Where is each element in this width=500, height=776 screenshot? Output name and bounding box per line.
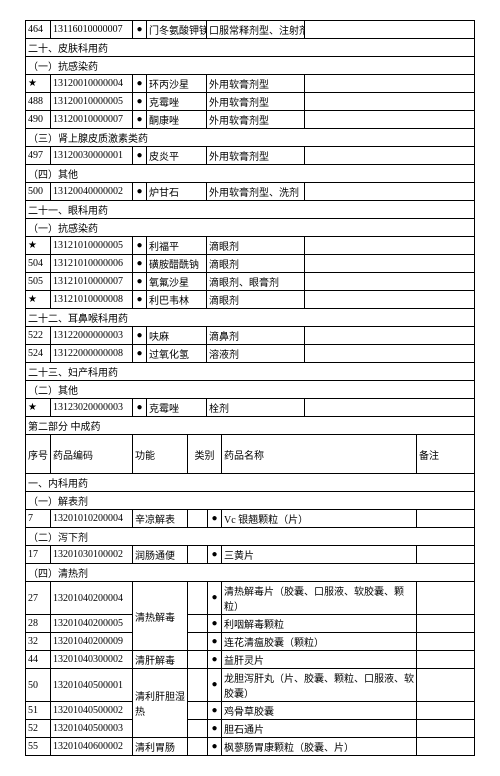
table-row: 第二部分 中成药 <box>26 417 475 435</box>
table-row: 1713201030100002润肠通便●三黄片 <box>26 546 475 564</box>
table-row: 二十一、眼科用药 <box>26 201 475 219</box>
table-row: 二十、皮肤科用药 <box>26 39 475 57</box>
table-row: （一）抗感染药 <box>26 57 475 75</box>
table-row: 50013120040000002●炉甘石外用软膏剂型、洗剂 <box>26 183 475 201</box>
table-row: 48813120010000005●克霉唑外用软膏剂型 <box>26 93 475 111</box>
table-row: ★13120010000004●环丙沙星外用软膏剂型 <box>26 75 475 93</box>
table-row: 5113201040500002●鸡骨草胶囊 <box>26 702 475 720</box>
table-row: 3213201040200009●连花清瘟胶囊（颗粒） <box>26 633 475 651</box>
drug-table-part2: 序号药品编码功能类别药品名称备注一、内科用药（一）解表剂713201010200… <box>25 434 475 756</box>
table-row: 二十三、妇产科用药 <box>26 363 475 381</box>
table-row: ★13123020000003●克霉唑栓剂 <box>26 399 475 417</box>
table-row: 5213201040500003●胆石通片 <box>26 720 475 738</box>
table-row: （四）其他 <box>26 165 475 183</box>
table-row: 50413121010000006●磺胺醋酰钠滴眼剂 <box>26 255 475 273</box>
table-row: 5013201040500001清利肝胆湿热●龙胆泻肝丸（片、胶囊、颗粒、口服液… <box>26 669 475 702</box>
table-row: 二十二、耳鼻喉科用药 <box>26 309 475 327</box>
table-row: 52213122000000003●呋麻滴鼻剂 <box>26 327 475 345</box>
table-row: （二）泻下剂 <box>26 528 475 546</box>
table-row: 49713120030000001●皮炎平外用软膏剂型 <box>26 147 475 165</box>
table-row: 713201010200004辛凉解表●Vc 银翘颗粒（片） <box>26 510 475 528</box>
table-row: （二）其他 <box>26 381 475 399</box>
table-header: 序号药品编码功能类别药品名称备注 <box>26 435 475 474</box>
table-row: （四）清热剂 <box>26 564 475 582</box>
table-row: 50513121010000007●氧氟沙星滴眼剂、眼膏剂 <box>26 273 475 291</box>
drug-table-part1: 46413116010000007●门冬氨酸钾镁口服常释剂型、注射剂二十、皮肤科… <box>25 20 475 435</box>
table-row: （一）抗感染药 <box>26 219 475 237</box>
table-row: 52413122000000008●过氧化氢溶液剂 <box>26 345 475 363</box>
table-row: 2813201040200005●利咽解毒颗粒 <box>26 615 475 633</box>
table-row: 49013120010000007●酮康唑外用软膏剂型 <box>26 111 475 129</box>
table-row: 2713201040200004清热解毒●清热解毒片（胶囊、口服液、软胶囊、颗粒… <box>26 582 475 615</box>
table-row: ★13121010000005●利福平滴眼剂 <box>26 237 475 255</box>
table-row: 5513201040600002清利胃肠●枫蓼肠胃康颗粒（胶囊、片） <box>26 738 475 756</box>
table-row: 一、内科用药 <box>26 474 475 492</box>
table-row: 4413201040300002清肝解毒●益肝灵片 <box>26 651 475 669</box>
table-row: 46413116010000007●门冬氨酸钾镁口服常释剂型、注射剂 <box>26 21 475 39</box>
table-row: （一）解表剂 <box>26 492 475 510</box>
table-row: （三）肾上腺皮质激素类药 <box>26 129 475 147</box>
table-row: ★13121010000008●利巴韦林滴眼剂 <box>26 291 475 309</box>
